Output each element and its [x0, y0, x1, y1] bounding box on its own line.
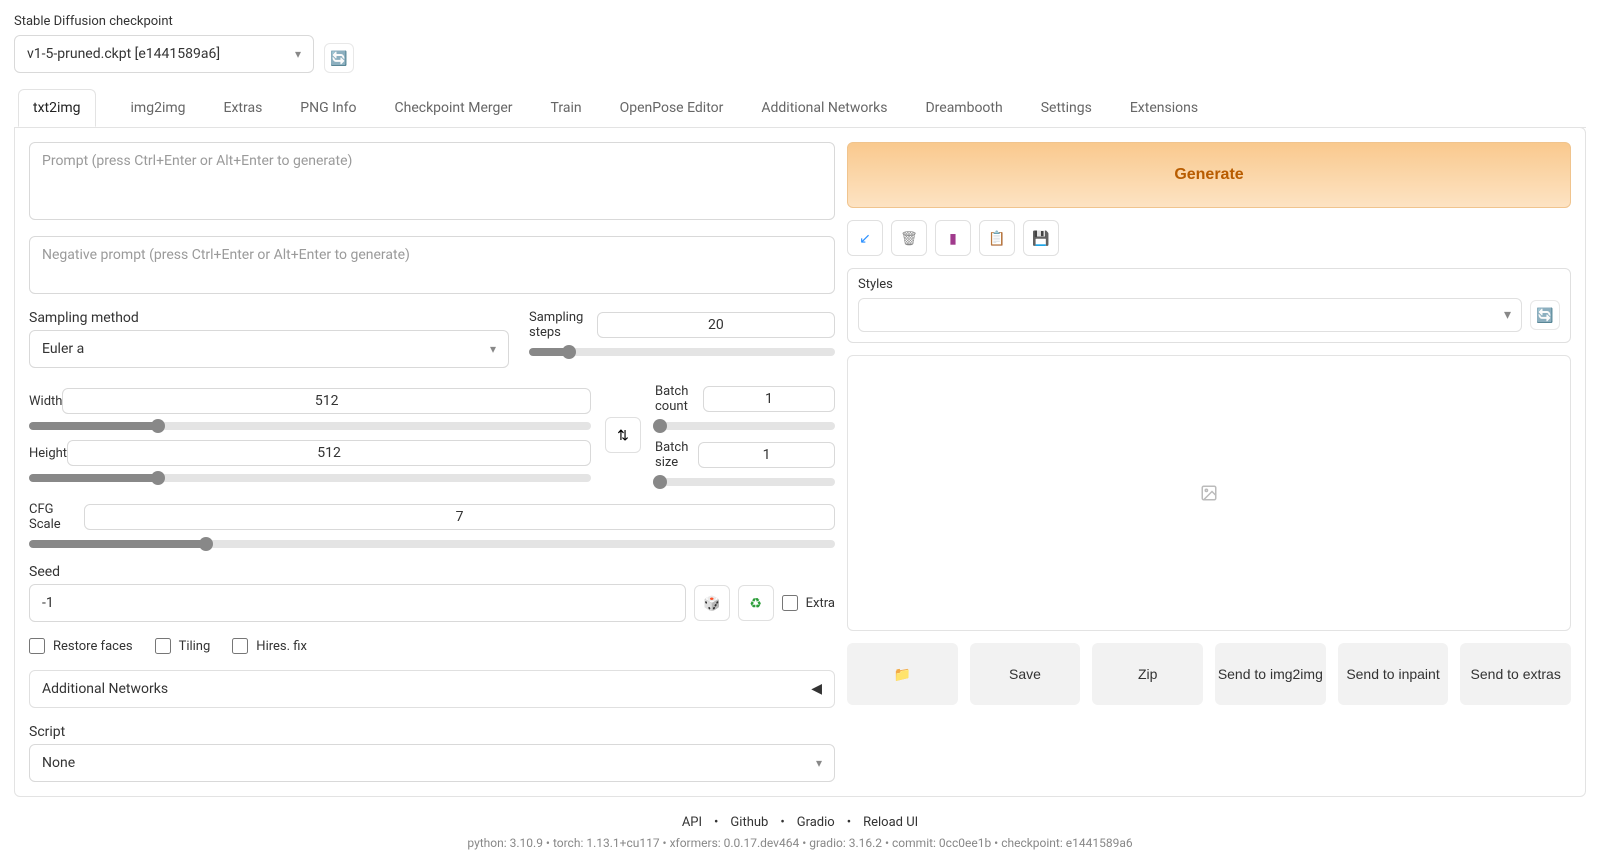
image-placeholder-icon	[1200, 484, 1218, 502]
sampling-method-dropdown[interactable]: Euler a ▾	[29, 330, 509, 368]
generate-button[interactable]: Generate	[847, 142, 1571, 208]
randomize-seed-button[interactable]: 🎲	[694, 585, 730, 621]
tab-openpose-editor[interactable]: OpenPose Editor	[617, 89, 727, 127]
zip-button[interactable]: Zip	[1092, 643, 1203, 705]
tab-txt2img[interactable]: txt2img	[18, 89, 96, 127]
height-slider[interactable]	[29, 474, 591, 482]
width-slider[interactable]	[29, 422, 591, 430]
extra-networks-button[interactable]: ▮	[935, 220, 971, 256]
collapse-icon: ◀	[811, 681, 822, 697]
chevron-down-icon: ▾	[816, 756, 822, 770]
prompt-input[interactable]	[29, 142, 835, 220]
footer-link-github[interactable]: Github	[730, 815, 768, 830]
card-icon: ▮	[949, 230, 957, 247]
chevron-down-icon: ▾	[1504, 307, 1511, 323]
tab-checkpoint-merger[interactable]: Checkpoint Merger	[392, 89, 516, 127]
send-to-inpaint-button[interactable]: Send to inpaint	[1338, 643, 1449, 705]
sampling-steps-value[interactable]	[597, 312, 835, 338]
swap-dimensions-button[interactable]: ⇅	[605, 417, 641, 453]
hires-fix-checkbox[interactable]: Hires. fix	[232, 638, 307, 654]
styles-label: Styles	[858, 277, 1560, 292]
checkpoint-dropdown[interactable]: v1-5-pruned.ckpt [e1441589a6] ▾	[14, 35, 314, 73]
footer: API•Github•Gradio•Reload UI python: 3.10…	[14, 815, 1586, 850]
batch-count-slider[interactable]	[655, 422, 835, 430]
apply-style-button[interactable]: 📋	[979, 220, 1015, 256]
footer-link-api[interactable]: API	[682, 815, 702, 830]
chevron-down-icon: ▾	[490, 342, 496, 356]
tab-extras[interactable]: Extras	[221, 89, 266, 127]
refresh-checkpoint-button[interactable]: 🔄	[324, 43, 354, 73]
save-icon: 💾	[1032, 230, 1049, 247]
footer-meta: python: 3.10.9 • torch: 1.13.1+cu117 • x…	[14, 836, 1586, 850]
open-folder-button[interactable]: 📁	[847, 643, 958, 705]
output-preview	[847, 355, 1571, 631]
checkpoint-label: Stable Diffusion checkpoint	[14, 14, 314, 29]
refresh-styles-button[interactable]: 🔄	[1530, 300, 1560, 330]
sampling-steps-label: Sampling steps	[529, 310, 597, 340]
batch-count-value[interactable]	[703, 386, 835, 412]
script-dropdown[interactable]: None ▾	[29, 744, 835, 782]
checkpoint-value: v1-5-pruned.ckpt [e1441589a6]	[27, 46, 220, 62]
height-label: Height	[29, 446, 67, 461]
interrogate-button[interactable]: ↙	[847, 220, 883, 256]
script-label: Script	[29, 724, 835, 740]
dice-icon: 🎲	[703, 595, 720, 612]
seed-input[interactable]	[29, 584, 686, 622]
cfg-value[interactable]	[84, 504, 835, 530]
reuse-seed-button[interactable]: ♻	[738, 585, 774, 621]
save-style-button[interactable]: 💾	[1023, 220, 1059, 256]
refresh-icon: 🔄	[1536, 307, 1553, 324]
sampling-steps-slider[interactable]	[529, 348, 835, 356]
cfg-slider[interactable]	[29, 540, 835, 548]
refresh-icon: 🔄	[330, 50, 347, 67]
tab-train[interactable]: Train	[548, 89, 585, 127]
clear-prompt-button[interactable]: 🗑	[891, 220, 927, 256]
sampling-method-value: Euler a	[42, 341, 84, 357]
restore-faces-checkbox[interactable]: Restore faces	[29, 638, 133, 654]
arrow-icon: ↙	[859, 230, 871, 247]
tiling-checkbox[interactable]: Tiling	[155, 638, 211, 654]
script-value: None	[42, 755, 75, 771]
styles-dropdown[interactable]: ▾	[858, 298, 1522, 332]
negative-prompt-input[interactable]	[29, 236, 835, 294]
tab-settings[interactable]: Settings	[1038, 89, 1095, 127]
send-to-img2img-button[interactable]: Send to img2img	[1215, 643, 1326, 705]
folder-icon: 📁	[894, 666, 911, 683]
width-value[interactable]	[62, 388, 591, 414]
send-to-extras-button[interactable]: Send to extras	[1460, 643, 1571, 705]
chevron-down-icon: ▾	[295, 47, 301, 61]
clipboard-icon: 📋	[988, 230, 1005, 247]
sampling-method-label: Sampling method	[29, 310, 509, 326]
tab-additional-networks[interactable]: Additional Networks	[758, 89, 890, 127]
batch-size-label: Batch size	[655, 440, 698, 470]
tab-dreambooth[interactable]: Dreambooth	[922, 89, 1005, 127]
seed-label: Seed	[29, 564, 835, 580]
extra-checkbox[interactable]: Extra	[782, 595, 835, 611]
tab-img2img[interactable]: img2img	[128, 89, 189, 127]
batch-count-label: Batch count	[655, 384, 703, 414]
recycle-icon: ♻	[749, 595, 762, 612]
tab-extensions[interactable]: Extensions	[1127, 89, 1201, 127]
batch-size-value[interactable]	[698, 442, 835, 468]
footer-link-reload-ui[interactable]: Reload UI	[863, 815, 918, 830]
trash-icon: 🗑	[900, 230, 918, 247]
height-value[interactable]	[67, 440, 591, 466]
footer-link-gradio[interactable]: Gradio	[797, 815, 835, 830]
tab-png-info[interactable]: PNG Info	[297, 89, 359, 127]
cfg-label: CFG Scale	[29, 502, 84, 532]
batch-size-slider[interactable]	[655, 478, 835, 486]
save-button[interactable]: Save	[970, 643, 1081, 705]
additional-networks-accordion[interactable]: Additional Networks ◀	[29, 670, 835, 708]
width-label: Width	[29, 394, 62, 409]
swap-icon: ⇅	[617, 427, 629, 444]
